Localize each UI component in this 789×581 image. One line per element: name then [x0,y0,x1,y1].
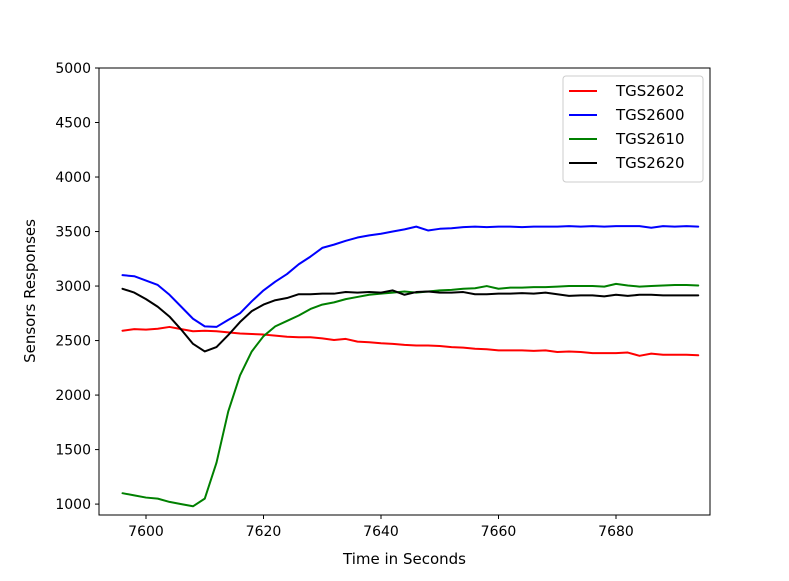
legend-label-tgs2600: TGS2600 [615,106,684,124]
y-axis-label: Sensors Responses [21,219,39,363]
legend-box [562,75,704,183]
series-line-tgs2620 [121,287,700,353]
y-tick-label: 1000 [55,497,91,513]
x-axis-label: Time in Seconds [342,550,466,568]
x-tick-label: 7660 [481,524,517,540]
y-tick-label: 4000 [55,170,91,186]
y-tick-label: 2000 [55,388,91,404]
y-axis-ticks: 1000 1500 2000 2500 3000 3500 4000 4500 5000 [55,61,99,513]
x-tick-label: 7680 [598,524,634,540]
legend-label-tgs2602: TGS2602 [615,82,684,100]
series-line-tgs2600 [121,225,700,328]
y-tick-label: 1500 [55,443,91,459]
plot-frame [98,67,711,516]
y-tick-label: 3000 [55,279,91,295]
x-tick-label: 7640 [363,524,399,540]
y-tick-label: 2500 [55,334,91,350]
x-axis-ticks: 7600 7620 7640 7660 7680 [128,515,634,540]
series-layer [121,225,700,508]
series-line-tgs2602 [121,325,700,357]
x-tick-label: 7600 [128,524,164,540]
y-tick-label: 5000 [55,61,91,77]
y-tick-label: 4500 [55,116,91,132]
legend-label-tgs2620: TGS2620 [615,154,684,172]
legend: TGS2602 TGS2600 TGS2610 TGS2620 [562,75,704,183]
series-line-tgs2610 [121,282,700,508]
legend-label-tgs2610: TGS2610 [615,130,684,148]
y-tick-label: 3500 [55,225,91,241]
x-tick-label: 7620 [246,524,282,540]
